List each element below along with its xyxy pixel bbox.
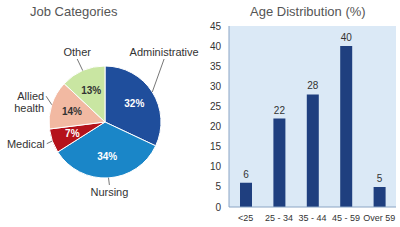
svg-text:45 - 59: 45 - 59	[332, 213, 360, 223]
svg-text:28: 28	[307, 80, 319, 91]
svg-text:Administrative: Administrative	[130, 46, 199, 58]
svg-text:13%: 13%	[81, 85, 101, 96]
svg-text:30: 30	[210, 81, 222, 92]
svg-text:25 - 34: 25 - 34	[265, 213, 293, 223]
html-text:Age Distribution (%): Age Distribution (%)	[250, 4, 366, 19]
svg-text:6: 6	[243, 169, 249, 180]
svg-text:34%: 34%	[97, 151, 117, 162]
svg-text:35 - 44: 35 - 44	[298, 213, 326, 223]
svg-text:32%: 32%	[124, 98, 144, 109]
svg-text:20: 20	[210, 121, 222, 132]
svg-text:5: 5	[377, 173, 383, 184]
svg-text:25: 25	[210, 101, 222, 112]
svg-text:10: 10	[210, 161, 222, 172]
svg-text:40: 40	[341, 32, 353, 43]
svg-text:Medical: Medical	[8, 138, 45, 150]
svg-text:7%: 7%	[65, 128, 80, 139]
svg-text:Other: Other	[63, 46, 91, 58]
svg-text:<25: <25	[238, 213, 253, 223]
svg-text:Alliedhealth: Alliedhealth	[14, 90, 44, 114]
html-text:Job Categories: Job Categories	[30, 4, 118, 19]
svg-text:Nursing: Nursing	[90, 186, 128, 198]
svg-text:35: 35	[210, 61, 222, 72]
svg-text:5: 5	[215, 181, 221, 192]
svg-text:Over 59: Over 59	[363, 213, 392, 223]
svg-text:14%: 14%	[62, 106, 82, 117]
svg-text:0: 0	[215, 202, 221, 213]
svg-text:45: 45	[210, 21, 222, 32]
svg-text:15: 15	[210, 141, 222, 152]
svg-text:22: 22	[274, 105, 286, 116]
svg-text:40: 40	[210, 41, 222, 52]
